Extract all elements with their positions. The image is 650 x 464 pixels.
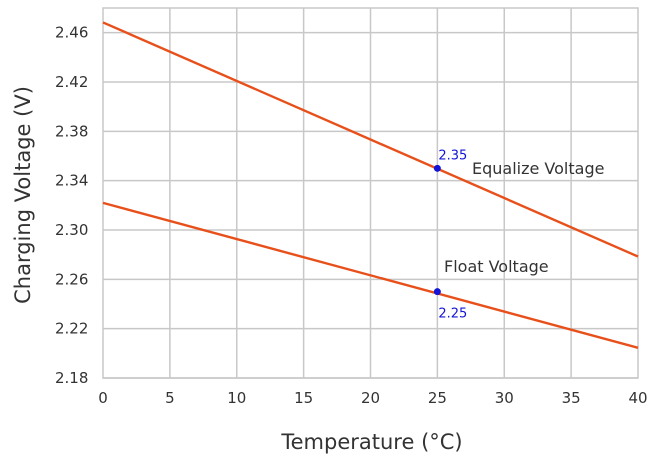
x-axis-ticks: 0 5 10 15 20 25 30 35 40 xyxy=(98,389,647,407)
y-axis-ticks: 2.18 2.22 2.26 2.30 2.34 2.38 2.42 2.46 xyxy=(55,24,88,387)
x-tick-label: 30 xyxy=(495,389,514,407)
x-tick-label: 15 xyxy=(294,389,313,407)
y-tick-label: 2.46 xyxy=(55,24,88,42)
annotation-label: 2.25 xyxy=(438,307,467,322)
x-tick-label: 0 xyxy=(98,389,108,407)
y-tick-label: 2.42 xyxy=(55,73,88,91)
y-axis-title: Charging Voltage (V) xyxy=(11,86,35,304)
x-tick-label: 25 xyxy=(428,389,447,407)
y-tick-label: 2.22 xyxy=(55,320,88,338)
x-axis-title: Temperature (°C) xyxy=(280,430,462,454)
x-tick-label: 20 xyxy=(361,389,380,407)
annotation-label: 2.35 xyxy=(438,148,467,163)
x-tick-label: 5 xyxy=(165,389,175,407)
equalize-voltage-label: Equalize Voltage xyxy=(472,159,604,178)
y-tick-label: 2.18 xyxy=(55,369,88,387)
y-tick-label: 2.34 xyxy=(55,172,88,190)
y-tick-label: 2.26 xyxy=(55,270,88,288)
series-labels: Equalize Voltage Float Voltage xyxy=(444,159,604,276)
x-tick-label: 10 xyxy=(227,389,246,407)
x-tick-label: 35 xyxy=(562,389,581,407)
float-voltage-line xyxy=(102,201,639,349)
x-tick-label: 40 xyxy=(628,389,647,407)
equalize-voltage-line xyxy=(102,21,639,258)
float-voltage-label: Float Voltage xyxy=(444,257,549,276)
series-lines xyxy=(102,21,639,349)
data-points: 2.35 2.25 xyxy=(433,148,467,322)
y-tick-label: 2.30 xyxy=(55,221,88,239)
y-tick-label: 2.38 xyxy=(55,122,88,140)
annotation-point xyxy=(433,288,441,296)
annotation-point xyxy=(433,164,441,172)
grid xyxy=(102,7,639,379)
